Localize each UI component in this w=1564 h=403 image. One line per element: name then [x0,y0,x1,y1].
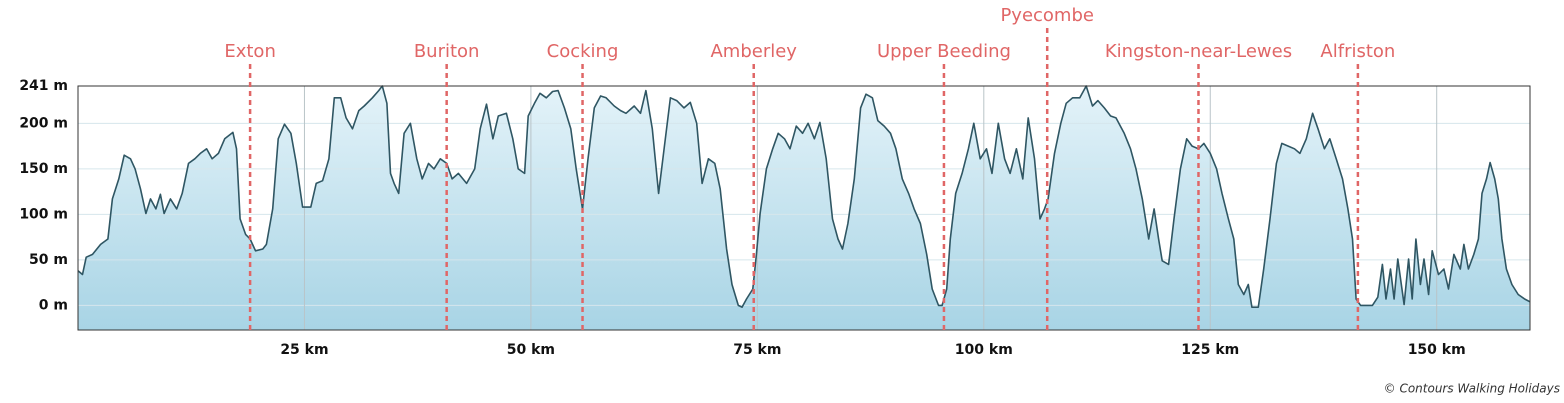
waypoint-label: Amberley [710,41,797,62]
x-tick-label: 150 km [1408,342,1466,358]
x-tick-label: 100 km [955,342,1013,358]
y-tick-label: 0 m [39,297,68,313]
credit: © Contours Walking Holidays [1384,382,1560,396]
waypoint-label: Exton [224,41,276,62]
x-tick-label: 75 km [733,342,781,358]
waypoint-label: Kingston-near-Lewes [1105,41,1292,62]
waypoint-label: Upper Beeding [877,41,1011,62]
waypoint-label: Cocking [547,41,619,62]
x-tick-label: 25 km [280,342,328,358]
y-tick-label: 241 m [19,78,68,94]
x-tick-label: 125 km [1181,342,1239,358]
elevation-area [78,86,1530,330]
waypoint-label: Pyecombe [1000,5,1094,26]
x-tick-label: 50 km [507,342,555,358]
y-tick-label: 50 m [29,252,68,268]
plot-frame [77,85,1531,331]
y-tick-label: 100 m [19,206,68,222]
elevation-line [77,85,1531,308]
y-tick-label: 150 m [19,161,68,177]
y-tick-label: 200 m [19,115,68,131]
waypoint-label: Buriton [414,41,480,62]
waypoint-label: Alfriston [1320,41,1395,62]
